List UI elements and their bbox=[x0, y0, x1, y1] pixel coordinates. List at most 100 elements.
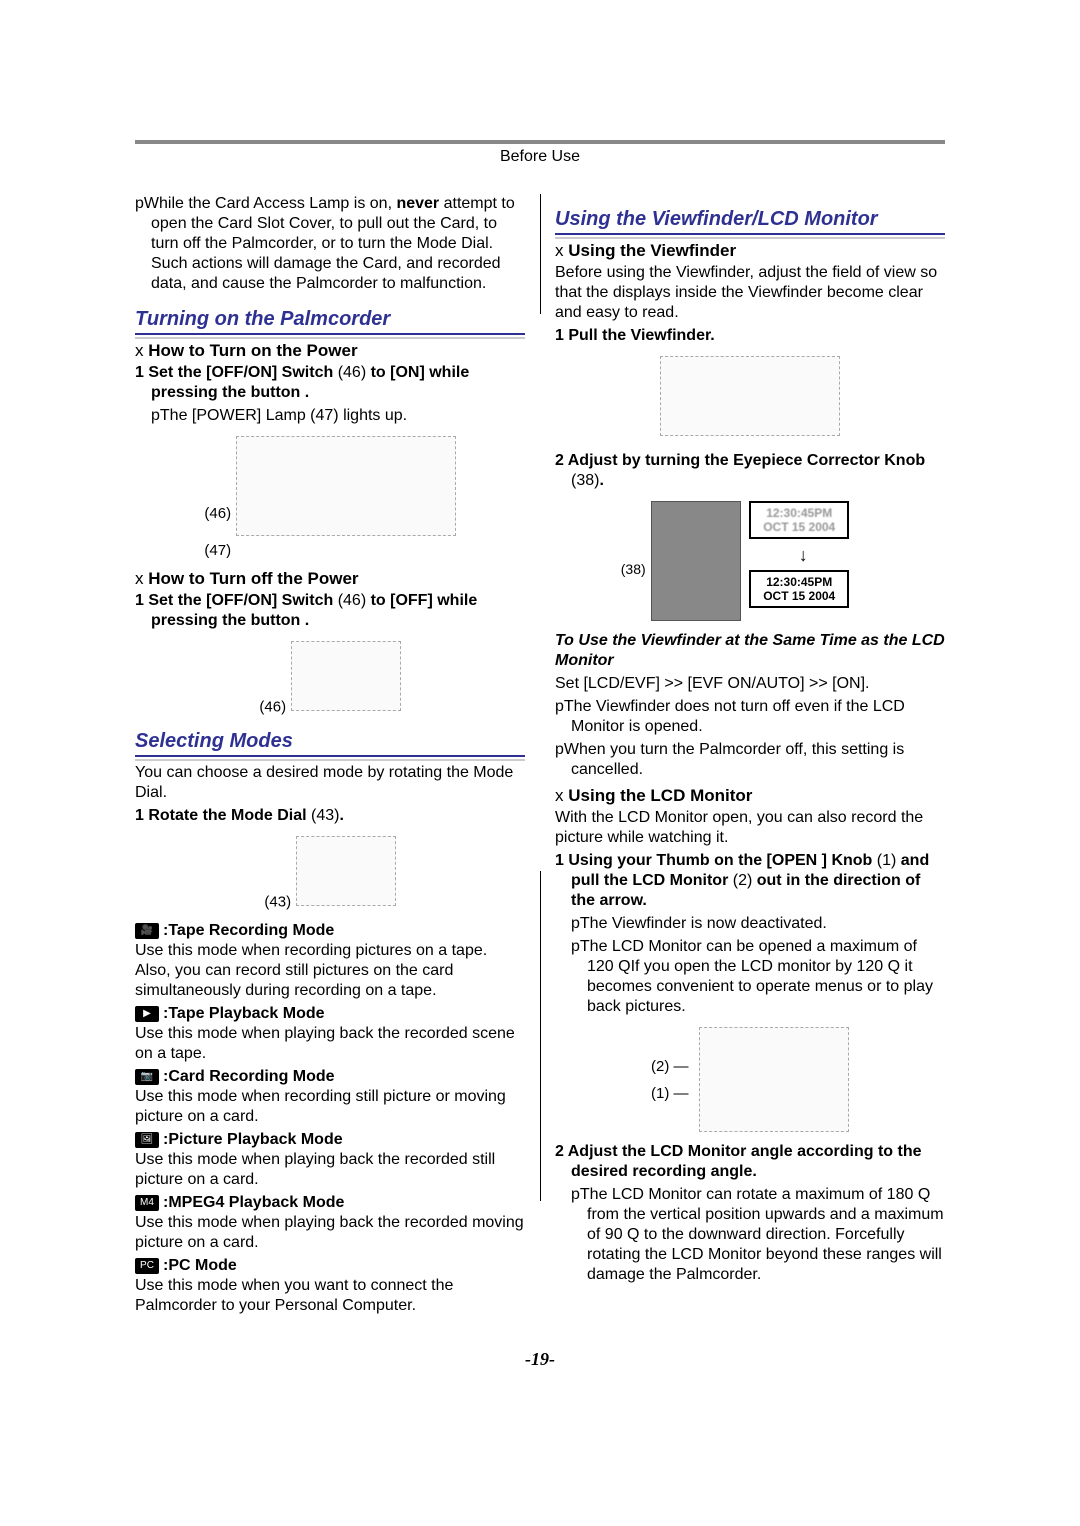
mode-description: Use this mode when playing back the reco… bbox=[135, 1024, 525, 1064]
mode-title: :Tape Recording Mode bbox=[163, 922, 334, 939]
ref-46: (46) bbox=[338, 364, 366, 381]
turn-on-step-1: 1 Set the [OFF/ON] Switch (46) to [ON] w… bbox=[135, 363, 525, 403]
lamp-note-a: pThe [POWER] Lamp bbox=[151, 407, 310, 424]
rotate-text-b: . bbox=[339, 807, 343, 824]
set-lcd-evf-line: Set [LCD/EVF] >> [EVF ON/AUTO] >> [ON]. bbox=[555, 674, 945, 694]
right-column: Using the Viewfinder/LCD Monitor Using t… bbox=[555, 194, 945, 1319]
modes-list: 🎥:Tape Recording ModeUse this mode when … bbox=[135, 921, 525, 1316]
fig-label-46: (46) bbox=[204, 505, 231, 522]
mode-description: Use this mode when you want to connect t… bbox=[135, 1276, 525, 1316]
mode-icon: 🖼 bbox=[135, 1132, 159, 1148]
vf-step-2-text-b: . bbox=[599, 472, 603, 489]
header-rule bbox=[135, 140, 945, 144]
using-lcd-heading: Using the LCD Monitor bbox=[555, 786, 945, 806]
vf-step-1-text: Pull the Viewfinder. bbox=[568, 327, 714, 344]
mode-description: Use this mode when playing back the reco… bbox=[135, 1213, 525, 1253]
column-separator-bottom bbox=[540, 871, 541, 1201]
rotate-step: 1 Rotate the Mode Dial (43). bbox=[135, 806, 525, 826]
mode-title: :MPEG4 Playback Mode bbox=[163, 1194, 344, 1211]
ref-47: (47) bbox=[310, 407, 338, 424]
card-access-warning: pWhile the Card Access Lamp is on, never… bbox=[135, 194, 525, 294]
viewfinder-pull-illustration bbox=[660, 356, 840, 436]
to-use-same-time-heading: To Use the Viewfinder at the Same Time a… bbox=[555, 631, 945, 671]
lcd-open-illustration bbox=[699, 1027, 849, 1132]
lcd-intro: With the LCD Monitor open, you can also … bbox=[555, 808, 945, 848]
evf-time-blurred: 12:30:45PM bbox=[754, 506, 844, 520]
rotate-text-a: Rotate the Mode Dial bbox=[148, 807, 311, 824]
mode-icon: ▶ bbox=[135, 1006, 159, 1022]
warning-prefix: pWhile the Card Access Lamp is on, bbox=[135, 195, 396, 212]
lcd-angle-note: pThe LCD Monitor can rotate a maximum of… bbox=[555, 1185, 945, 1285]
mode-entry: ▶:Tape Playback Mode bbox=[135, 1004, 525, 1024]
ref-43: (43) bbox=[311, 807, 339, 824]
evf-blurred-screen: 12:30:45PM OCT 15 2004 bbox=[749, 501, 849, 539]
selecting-intro: You can choose a desired mode by rotatin… bbox=[135, 763, 525, 803]
left-column: pWhile the Card Access Lamp is on, never… bbox=[135, 194, 525, 1319]
lcd-figure-labels: (2) — (1) — bbox=[651, 1053, 689, 1107]
power-lamp-note: pThe [POWER] Lamp (47) lights up. bbox=[135, 406, 525, 426]
page-number: -19- bbox=[135, 1349, 945, 1370]
how-to-turn-off-heading: How to Turn off the Power bbox=[135, 569, 525, 589]
lcd-step-1: 1 Using your Thumb on the [OPEN ] Knob (… bbox=[555, 851, 945, 911]
mode-description: Use this mode when playing back the reco… bbox=[135, 1150, 525, 1190]
figure-power-on: (46) (47) bbox=[135, 436, 525, 559]
mode-icon: M4 bbox=[135, 1195, 159, 1211]
lcd-fig-label-1: (1) bbox=[651, 1085, 669, 1102]
vf-step-1: 1 Pull the Viewfinder. bbox=[555, 326, 945, 346]
lcd-sub-note-2: pThe LCD Monitor can be opened a maximum… bbox=[555, 937, 945, 1017]
evf-diagram: (38) 12:30:45PM OCT 15 2004 ↓ 12:30:45PM… bbox=[651, 501, 849, 621]
mode-description: Use this mode when recording still pictu… bbox=[135, 1087, 525, 1127]
manual-page: Before Use pWhile the Card Access Lamp i… bbox=[0, 0, 1080, 1430]
using-viewfinder-heading: Using the Viewfinder bbox=[555, 241, 945, 261]
switch-illustration bbox=[291, 641, 401, 711]
lcd-ref-1: (1) bbox=[877, 852, 897, 869]
mode-dial-illustration bbox=[296, 836, 396, 906]
lcd-ref-2: (2) bbox=[733, 872, 753, 889]
figure-open-lcd: (2) — (1) — bbox=[555, 1027, 945, 1132]
fig2-label-46: (46) bbox=[259, 698, 286, 715]
two-column-layout: pWhile the Card Access Lamp is on, never… bbox=[135, 194, 945, 1319]
step-off-text-a: Set the [OFF/ON] Switch bbox=[148, 592, 337, 609]
evf-time-clear: 12:30:45PM bbox=[754, 575, 844, 589]
turning-on-heading: Turning on the Palmcorder bbox=[135, 308, 525, 335]
vf-note-1: pThe Viewfinder does not turn off even i… bbox=[555, 697, 945, 737]
evf-clear-screen: 12:30:45PM OCT 15 2004 bbox=[749, 570, 849, 608]
knob-label-38: (38) bbox=[621, 561, 646, 577]
figure-power-off: (46) bbox=[135, 641, 525, 716]
mode-icon: PC bbox=[135, 1258, 159, 1274]
palmcorder-illustration bbox=[236, 436, 456, 536]
mode-title: :PC Mode bbox=[163, 1257, 237, 1274]
mode-icon: 📷 bbox=[135, 1069, 159, 1085]
mode-title: :Card Recording Mode bbox=[163, 1068, 335, 1085]
evf-date-clear: OCT 15 2004 bbox=[754, 589, 844, 603]
how-to-turn-on-heading: How to Turn on the Power bbox=[135, 341, 525, 361]
mode-entry: PC:PC Mode bbox=[135, 1256, 525, 1276]
fig3-label-43: (43) bbox=[264, 893, 291, 910]
evf-date-blurred: OCT 15 2004 bbox=[754, 520, 844, 534]
selecting-modes-heading: Selecting Modes bbox=[135, 730, 525, 757]
vf-note-2: pWhen you turn the Palmcorder off, this … bbox=[555, 740, 945, 780]
turn-off-step-1: 1 Set the [OFF/ON] Switch (46) to [OFF] … bbox=[135, 591, 525, 631]
figure-pull-viewfinder bbox=[555, 356, 945, 441]
mode-entry: 🖼:Picture Playback Mode bbox=[135, 1130, 525, 1150]
fig-label-47: (47) bbox=[204, 542, 231, 559]
step-text: Set the [OFF/ON] Switch bbox=[148, 364, 337, 381]
mode-title: :Tape Playback Mode bbox=[163, 1005, 325, 1022]
vf-step-2: 2 Adjust by turning the Eyepiece Correct… bbox=[555, 451, 945, 491]
lamp-note-b: lights up. bbox=[339, 407, 407, 424]
lcd-fig-label-2: (2) bbox=[651, 1058, 669, 1075]
never-word: never bbox=[396, 195, 439, 212]
lcd-step-2: 2 Adjust the LCD Monitor angle according… bbox=[555, 1142, 945, 1182]
mode-description: Use this mode when recording pictures on… bbox=[135, 941, 525, 1001]
mode-entry: M4:MPEG4 Playback Mode bbox=[135, 1193, 525, 1213]
vf-intro: Before using the Viewfinder, adjust the … bbox=[555, 263, 945, 323]
mode-entry: 📷:Card Recording Mode bbox=[135, 1067, 525, 1087]
palmcorder-body bbox=[651, 501, 741, 621]
lcd-sub-note-1: pThe Viewfinder is now deactivated. bbox=[555, 914, 945, 934]
mode-entry: 🎥:Tape Recording Mode bbox=[135, 921, 525, 941]
ref-38: (38) bbox=[571, 472, 599, 489]
lcd-step-2-text: Adjust the LCD Monitor angle according t… bbox=[568, 1143, 922, 1180]
down-arrow-icon: ↓ bbox=[757, 545, 849, 566]
section-header: Before Use bbox=[135, 148, 945, 166]
ref-46-b: (46) bbox=[338, 592, 366, 609]
